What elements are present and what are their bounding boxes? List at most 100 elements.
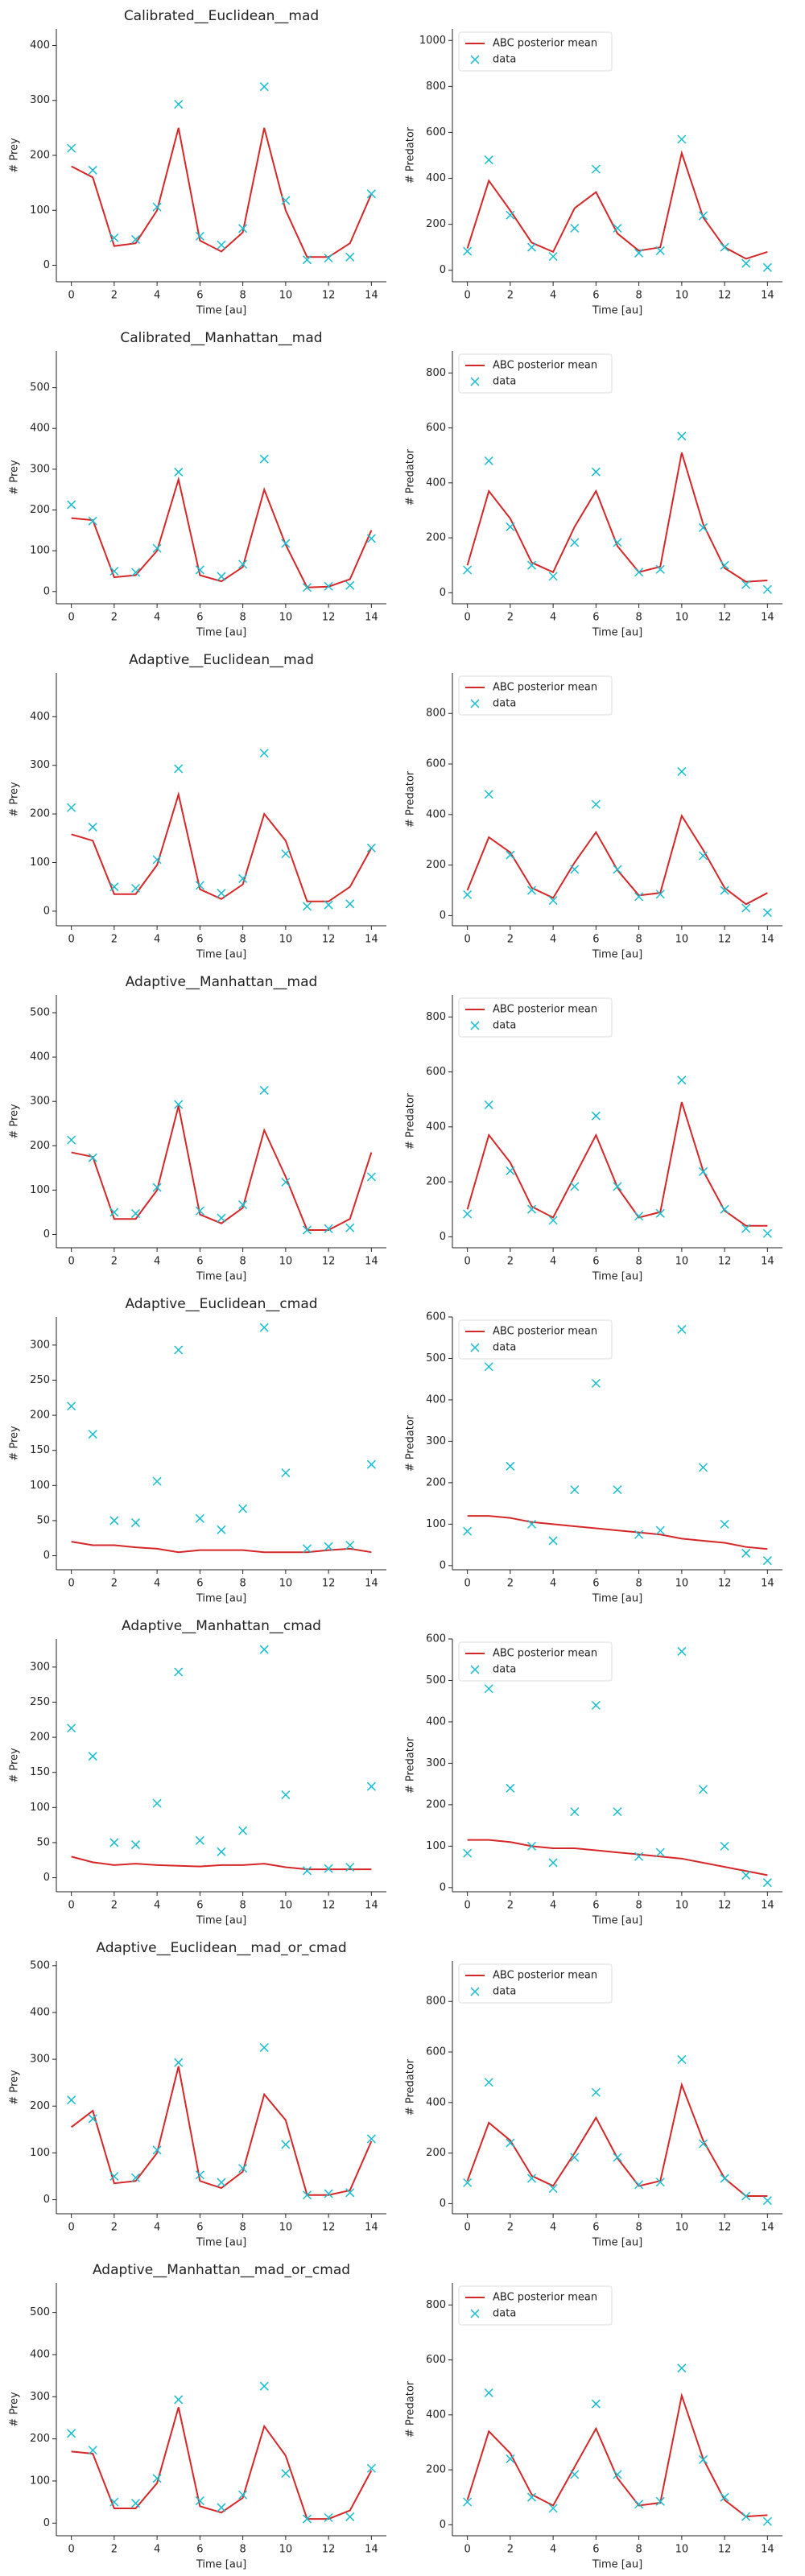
data-marker (591, 1111, 601, 1121)
data-marker (548, 1216, 558, 1225)
x-tick-label: 12 (718, 612, 732, 624)
x-tick-label: 0 (68, 1256, 74, 1268)
x-tick-label: 4 (550, 290, 556, 302)
y-tick-label: 600 (426, 422, 446, 434)
data-marker (741, 2512, 751, 2521)
legend-box (458, 675, 613, 716)
x-tick-label: 2 (111, 1900, 118, 1912)
data-marker (174, 764, 184, 774)
data-marker (548, 2504, 558, 2513)
data-marker (570, 1485, 580, 1495)
y-tick-label: 600 (426, 2354, 446, 2366)
panel: 0 50 100 150 200 250 300 0 2 4 6 8 10 12 14 Adaptive__E… (9, 1296, 386, 1605)
panel: 0 50 100 150 200 250 300 0 2 4 6 8 10 12 14 Adaptive__M… (9, 1618, 386, 1927)
data-marker (109, 1516, 119, 1525)
y-tick-label: 50 (36, 1836, 50, 1848)
data-marker (174, 99, 184, 109)
data-marker (174, 1667, 184, 1677)
y-tick-label: 400 (426, 808, 446, 820)
y-axis-label: # Prey (9, 1104, 21, 1139)
legend-label: ABC posterior mean (493, 2292, 597, 2304)
y-tick-label: 100 (30, 1480, 50, 1492)
data-marker (762, 1878, 772, 1888)
x-tick-label: 6 (196, 612, 203, 624)
legend-label: data (493, 376, 516, 388)
data-marker (88, 516, 97, 526)
x-tick-label: 8 (239, 1256, 246, 1268)
x-tick-label: 8 (635, 1256, 642, 1268)
x-tick-label: 2 (507, 1900, 514, 1912)
data-marker (570, 2153, 580, 2162)
x-tick-label: 2 (111, 934, 118, 946)
x-tick-label: 6 (196, 1578, 203, 1590)
data-marker (195, 2170, 204, 2180)
legend-label: data (493, 698, 516, 710)
legend-label: ABC posterior mean (493, 1648, 597, 1660)
y-tick-label: 100 (30, 1802, 50, 1814)
x-tick-label: 14 (761, 1900, 774, 1912)
y-axis-label: # Prey (9, 782, 21, 817)
y-tick-label: 50 (36, 1514, 50, 1526)
data-marker (548, 572, 558, 581)
legend-label: data (493, 1986, 516, 1998)
panel: 0 200 400 600 800 1000 0 2 4 6 8 10 12 14 Time [au] # P… (405, 29, 782, 317)
data-marker (366, 189, 376, 199)
data-marker (506, 850, 515, 860)
x-tick-label: 4 (154, 2222, 160, 2234)
data-marker (109, 2171, 119, 2182)
x-tick-label: 0 (68, 1578, 74, 1590)
data-marker (130, 2499, 141, 2508)
x-tick-label: 12 (322, 290, 336, 302)
data-marker (526, 2174, 537, 2183)
y-tick-label: 0 (43, 2194, 50, 2206)
data-marker (67, 1402, 76, 1411)
x-tick-label: 2 (507, 290, 514, 302)
y-tick-label: 200 (30, 2100, 50, 2112)
data-marker (324, 2512, 333, 2523)
y-axis-label: # Predator (405, 2380, 417, 2438)
data-marker (634, 248, 644, 258)
y-axis-label: # Predator (405, 126, 417, 184)
x-axis-label: Time [au] (196, 1593, 246, 1605)
line (71, 791, 373, 902)
data-marker (591, 1378, 601, 1388)
data-marker (302, 1866, 312, 1876)
data-marker (366, 2134, 376, 2144)
x-tick-label: 8 (635, 612, 642, 624)
data-marker (345, 1862, 355, 1872)
y-tick-label: 0 (43, 1872, 50, 1884)
x-tick-label: 6 (196, 2544, 203, 2556)
legend-label: ABC posterior mean (493, 1004, 597, 1016)
data-marker (259, 82, 269, 92)
data-marker (720, 242, 729, 252)
data-marker (238, 873, 248, 883)
x-tick-label: 6 (196, 934, 203, 946)
x-tick-label: 12 (322, 934, 336, 946)
data-marker (698, 2139, 708, 2149)
data-marker (762, 262, 772, 272)
data-marker (259, 749, 269, 758)
x-tick-label: 8 (239, 612, 246, 624)
y-axis-label: # Prey (9, 2392, 21, 2427)
y-tick-label: 200 (30, 504, 50, 516)
data-marker (613, 1485, 622, 1495)
data-marker (366, 534, 376, 543)
y-tick-label: 600 (426, 1311, 446, 1323)
data-marker (484, 1362, 493, 1372)
x-tick-label: 10 (279, 290, 293, 302)
data-marker (506, 210, 515, 220)
data-marker (613, 865, 622, 874)
panel: 0 200 400 600 800 0 2 4 6 8 10 12 14 Time [au] # Preda… (405, 1961, 782, 2249)
data-marker (698, 1785, 708, 1794)
x-tick-label: 10 (279, 1578, 293, 1590)
data-marker (570, 223, 580, 233)
y-tick-label: 400 (30, 423, 50, 435)
data-marker (720, 1519, 729, 1529)
data-marker (463, 890, 473, 899)
x-tick-label: 6 (592, 2222, 599, 2234)
y-tick-label: 300 (30, 1661, 50, 1673)
data-marker (259, 454, 269, 464)
data-marker (677, 2363, 687, 2373)
x-tick-label: 12 (322, 2544, 336, 2556)
